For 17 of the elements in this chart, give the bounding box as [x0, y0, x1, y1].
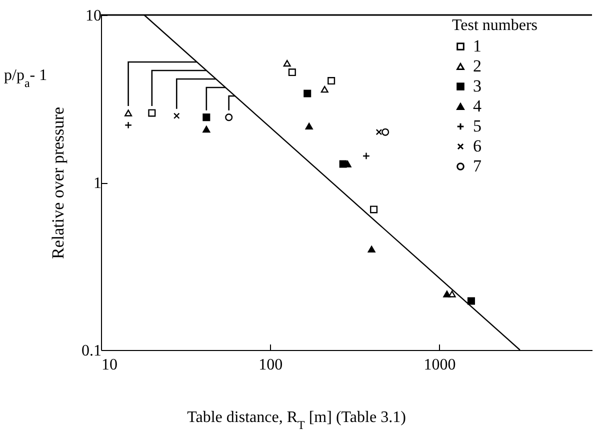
- y-axis-title: Relative over pressure: [48, 107, 68, 259]
- x-tick-label: 100: [258, 356, 283, 374]
- x-tick-label: 1000: [424, 356, 456, 374]
- legend-label: 6: [473, 136, 482, 156]
- legend-label: 7: [473, 156, 482, 176]
- legend-title: Test numbers: [452, 17, 538, 34]
- x-tick-label: 10: [102, 356, 118, 374]
- legend-label: 3: [473, 76, 482, 96]
- y-tick-label: 0.1: [82, 342, 102, 360]
- legend-label: 5: [473, 116, 482, 136]
- y-tick-label: 1: [94, 175, 102, 192]
- x-axis-title: Table distance, R$_{T}$ [m] (Table 3.1): [187, 409, 406, 432]
- legend-label: 2: [473, 56, 482, 76]
- legend-label: 4: [473, 96, 482, 116]
- legend-label: 1: [473, 36, 482, 56]
- y-tick-label: 10: [86, 8, 102, 24]
- text: p/p$_{a}$- 1: [4, 67, 48, 90]
